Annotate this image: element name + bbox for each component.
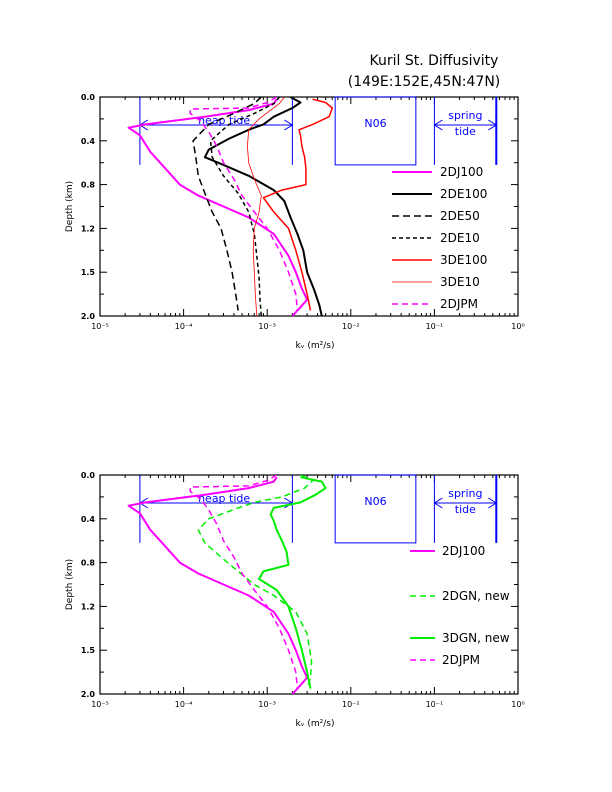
x-axis-label: kᵥ (m²/s): [296, 341, 335, 351]
neap-tide-label: neap tide: [198, 492, 250, 505]
y-tick-label: 1.5: [81, 646, 96, 655]
y-tick-label: 1.5: [81, 268, 96, 277]
legend-label: 2DE100: [440, 187, 487, 201]
y-tick-label: 0.4: [81, 515, 96, 524]
series-line-2dgn-new: [197, 475, 314, 689]
series-line-2de10: [209, 97, 280, 316]
x-tick-label: 10⁻⁴: [175, 322, 193, 331]
legend-label: 2DJ100: [440, 165, 483, 179]
neap-arrowhead-right: [284, 119, 294, 131]
figure-title-line2: (149E:152E,45N:47N): [348, 74, 501, 90]
spring-arrowhead-right: [488, 497, 498, 509]
n06-label: N06: [364, 495, 386, 508]
y-tick-label: 0.8: [81, 559, 96, 568]
x-tick-label: 10⁰: [511, 322, 524, 331]
legend-label: 2DJ100: [442, 544, 485, 558]
x-tick-label: 10⁻¹: [426, 322, 444, 331]
series-line-3dgn-new: [258, 476, 327, 689]
x-tick-label: 10⁻³: [258, 322, 276, 331]
x-axis-label: kᵥ (m²/s): [296, 719, 335, 729]
series-line-3de100: [262, 98, 334, 311]
x-tick-label: 10⁻²: [342, 700, 360, 709]
y-tick-label: 1.2: [81, 602, 95, 611]
y-tick-label: 2.0: [81, 690, 96, 699]
x-tick-label: 10⁰: [511, 700, 524, 709]
spring-tide-label-line1: spring: [448, 487, 482, 500]
spring-arrowhead-left: [433, 497, 443, 509]
series-line-2dj100: [127, 98, 309, 316]
series-line-2de50: [192, 97, 262, 311]
x-tick-label: 10⁻⁴: [175, 700, 193, 709]
series-line-2de100: [203, 97, 323, 316]
series-line-2djpm: [189, 97, 299, 311]
bottom-panel: 10⁻⁵ 10⁻⁴ 10⁻³ 10⁻² 10⁻¹ 10⁰ 0.0 0.4 0.8 1.2 1.5 2.…: [65, 471, 525, 729]
legend-label: 3DE10: [440, 275, 480, 289]
n06-box: [334, 474, 417, 544]
legend-label: 2DJPM: [442, 653, 480, 667]
top-panel: 10⁻⁵ 10⁻⁴ 10⁻³ 10⁻² 10⁻¹ 10⁰ 0.0 0.4 0.8 1.2 1.5 2.…: [65, 93, 525, 351]
y-axis-label: Depth (km): [65, 559, 75, 610]
y-tick-label: 0.8: [81, 181, 96, 190]
legend-label: 2DGN, new: [442, 589, 510, 603]
y-tick-label: 2.0: [81, 312, 96, 321]
x-tick-label: 10⁻⁵: [91, 322, 109, 331]
series-line-2djpm: [189, 475, 299, 689]
spring-tide-label-line2: tide: [455, 125, 476, 138]
spring-tide-label-line2: tide: [455, 503, 476, 516]
y-tick-label: 0.0: [81, 93, 96, 102]
legend-label: 2DE50: [440, 209, 480, 223]
legend-label: 2DE10: [440, 231, 480, 245]
legend-label: 3DGN, new: [442, 631, 510, 645]
series-line-2dj100: [127, 476, 309, 694]
n06-label: N06: [364, 117, 386, 130]
neap-arrowhead-right: [284, 497, 294, 509]
legend-label: 3DE100: [440, 253, 487, 267]
x-tick-label: 10⁻⁵: [91, 700, 109, 709]
y-tick-label: 0.0: [81, 471, 96, 480]
series-line-3de10: [247, 97, 285, 316]
figure-title-line1: Kuril St. Diffusivity: [370, 53, 499, 69]
x-tick-label: 10⁻³: [258, 700, 276, 709]
spring-arrowhead-left: [433, 119, 443, 131]
legend-label: 2DJPM: [440, 297, 478, 311]
spring-arrowhead-right: [488, 119, 498, 131]
spring-tide-label-line1: spring: [448, 109, 482, 122]
x-tick-label: 10⁻²: [342, 322, 360, 331]
y-tick-label: 1.2: [81, 224, 95, 233]
y-axis-label: Depth (km): [65, 181, 75, 232]
x-tick-label: 10⁻¹: [426, 700, 444, 709]
y-tick-label: 0.4: [81, 137, 96, 146]
n06-box: [334, 96, 417, 166]
